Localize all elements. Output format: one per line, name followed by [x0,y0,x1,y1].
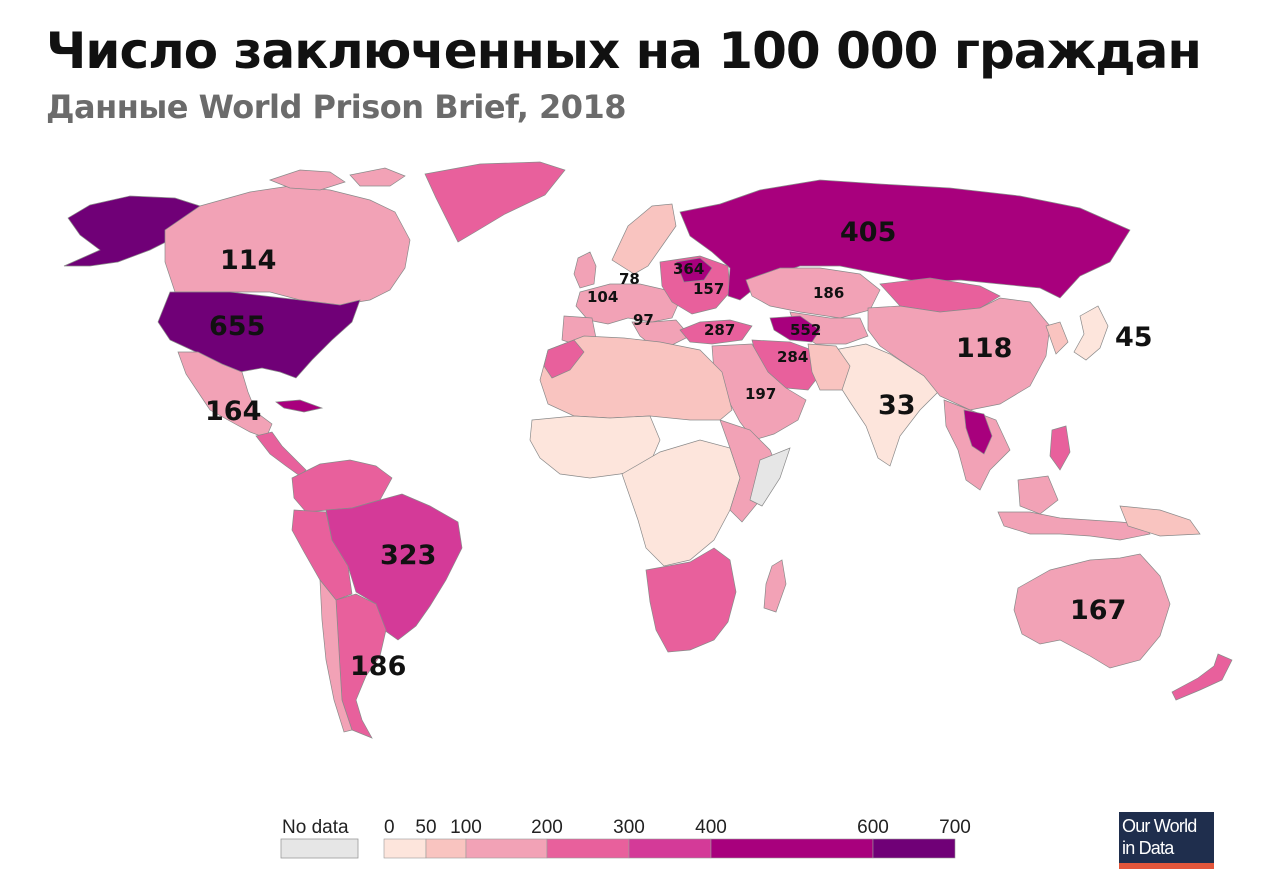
russia-region [679,179,1131,301]
legend-bin-600-700 [872,838,956,859]
madagascar-region [763,559,787,613]
uk-value: 78 [619,270,640,288]
legend-tick-0: 0 [384,817,395,838]
legend-no-data-label: No data [282,817,349,838]
canada-value: 114 [220,245,276,276]
chile-region [319,578,353,733]
legend-tick-100: 100 [450,817,482,838]
legend-bin-100-200 [465,838,548,859]
logo-line-2: in Data [1122,838,1174,858]
legend-tick-300: 300 [613,817,645,838]
china-region [867,297,1051,411]
logo-line-1: Our World [1122,816,1197,836]
australia-region [1013,553,1171,669]
mexico-region [177,351,273,439]
australia-value: 167 [1070,595,1126,626]
india-value: 33 [878,390,916,421]
morocco-region [543,339,585,379]
canada-arctic-islands [268,167,406,191]
brazil-region [325,493,463,641]
belarus-region [675,257,713,283]
central-africa-region [621,439,741,567]
mexico-value: 164 [205,396,261,427]
somalia-region [749,447,791,507]
uk-region [573,251,597,289]
pakistan-afghanistan-region [807,343,851,391]
usa-value: 655 [209,311,265,342]
central-america-region [255,431,307,477]
legend-tick-400: 400 [695,817,727,838]
turkmenistan-value: 552 [790,321,821,339]
japan-region [1073,305,1109,361]
turkey-value: 287 [704,321,735,339]
map-title: Число заключенных на 100 000 граждан [46,22,1202,80]
ukraine-value: 157 [693,280,724,298]
east-africa-region [719,419,781,523]
france-value: 104 [587,288,618,306]
map-subtitle: Данные World Prison Brief, 2018 [46,88,627,126]
china-value: 118 [956,333,1012,364]
borneo-region [1017,475,1059,515]
philippines-region [1049,425,1071,471]
legend-no-data-swatch [280,838,359,859]
legend-tick-600: 600 [857,817,889,838]
legend-bin-300-400 [628,838,712,859]
world-map: 114 655 164 323 186 405 186 118 45 33 16… [63,161,1233,739]
legend-tick-200: 200 [531,817,563,838]
italy-balkans-region [631,319,691,347]
belarus-value: 364 [673,260,704,278]
alaska-region [63,195,201,267]
legend-bin-0-50 [383,838,427,859]
southern-africa-region [645,547,737,653]
korea-region [1045,321,1069,355]
usa-region [157,291,361,379]
turkmenistan-region [769,315,821,343]
saudi-arabia-value: 197 [745,385,776,403]
greenland-region [424,161,566,243]
kazakhstan-value: 186 [813,284,844,302]
png-region [1119,505,1201,537]
legend-tick-700: 700 [939,817,971,838]
japan-value: 45 [1115,322,1153,353]
turkey-region [679,319,753,345]
legend-bin-50-100 [425,838,467,859]
scandinavia-region [611,203,677,275]
thailand-region [963,409,993,455]
india-region [833,343,943,467]
new-zealand-region [1171,653,1233,701]
legend-bin-200-300 [546,838,630,859]
argentina-value: 186 [350,651,406,682]
owid-logo: Our World in Data [1119,812,1214,869]
russia-value: 405 [840,217,896,248]
eastern-europe-region [659,255,731,315]
brazil-value: 323 [380,540,436,571]
italy-value: 97 [633,311,654,329]
iran-value: 284 [777,348,808,366]
cuba-region [275,399,324,413]
indonesia-region [997,511,1151,541]
logo-accent-bar [1119,863,1214,869]
legend-bin-400-600 [710,838,874,859]
legend-tick-50: 50 [415,817,436,838]
